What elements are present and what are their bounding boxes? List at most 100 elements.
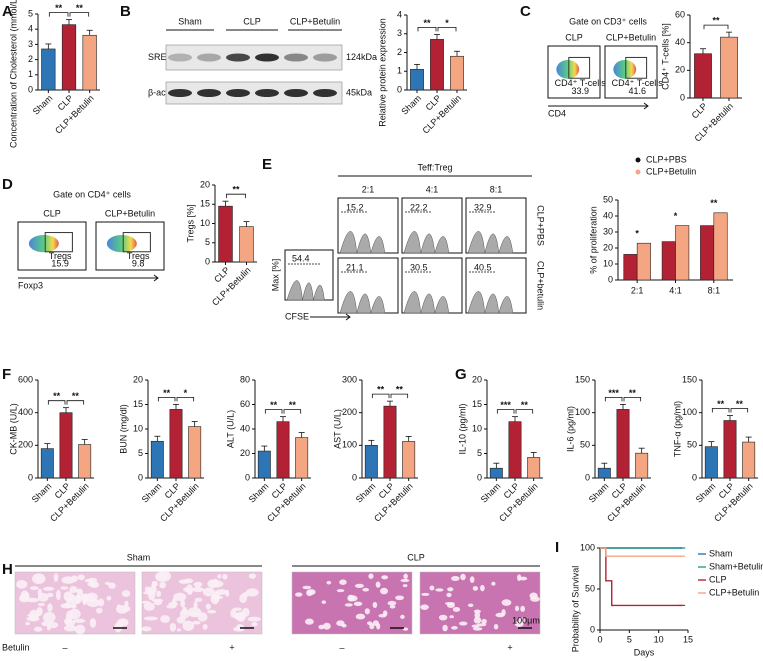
significance-bracket (157, 397, 176, 402)
blot-band (168, 89, 192, 97)
histogram-trace (403, 291, 450, 314)
alveolus (442, 624, 448, 632)
alveolus (400, 614, 405, 619)
legend-label: CLP+PBS (646, 154, 687, 164)
y-axis-label: CD4⁺ T-cells [%] (660, 23, 670, 90)
y-axis-label: BUN (mg/dl) (118, 404, 128, 454)
alveolus (182, 620, 195, 632)
significance-label: ** (76, 3, 84, 13)
bar (364, 445, 378, 479)
alveolus (473, 609, 481, 614)
significance-bracket (283, 409, 302, 414)
alveolus (435, 588, 444, 592)
alveolus (42, 586, 55, 591)
row-label: CLP+betulin (536, 261, 546, 310)
y-axis-label: Tregs [%] (185, 204, 195, 242)
significance-label: ** (710, 198, 718, 208)
blot-membrane (165, 81, 343, 105)
y-tick-label: 400 (18, 407, 33, 417)
significance-bracket (711, 408, 730, 413)
alveolus (25, 621, 31, 626)
significance-bracket (264, 409, 283, 414)
x-tick-label: 5 (627, 634, 632, 644)
gate-percent: 33.9 (571, 86, 589, 96)
significance-label: ** (717, 399, 725, 409)
significance-label: ** (72, 391, 80, 401)
significance-label: * (445, 18, 449, 28)
alveolus (151, 580, 157, 589)
blot-band (197, 89, 221, 97)
y-tick-label: 3 (397, 28, 402, 38)
legend-marker (635, 169, 641, 175)
significance-label: *** (500, 400, 511, 410)
alveolus (155, 571, 167, 582)
blot-row: SREBF2 (148, 52, 183, 62)
significance-label: ** (289, 400, 297, 410)
significance-label: ** (377, 385, 385, 395)
histogram-trace (467, 291, 514, 314)
alveolus (169, 622, 177, 632)
blot-group: Sham (178, 16, 202, 26)
y-tick-label: 0 (608, 274, 613, 284)
alveolus (449, 615, 454, 619)
blot-band (313, 89, 337, 97)
flow-group: CLP+Betulin (606, 32, 656, 42)
histogram-title: Teff:Treg (417, 162, 452, 172)
x-tick-label: Sham (479, 481, 503, 505)
alveolus (215, 589, 228, 595)
alveolus (37, 602, 45, 607)
significance-bracket (437, 26, 457, 32)
alveolus (326, 580, 332, 585)
gate-percent: 30.5 (410, 262, 428, 272)
gate-percent: 40.5 (474, 262, 492, 272)
alveolus (245, 588, 259, 597)
significance-bracket (623, 397, 642, 402)
alveolus (402, 584, 408, 588)
alveolus (520, 605, 526, 612)
blot-row: β-actin (148, 87, 175, 97)
gate-percent: 54.4 (292, 253, 310, 263)
alveolus (72, 618, 86, 623)
significance-bracket (69, 12, 90, 17)
alveolus (53, 573, 59, 582)
significance-label: ** (55, 3, 63, 13)
alveolus (61, 576, 76, 584)
flow-x-label: CD4 (548, 108, 566, 118)
flow-group: CLP (43, 208, 61, 218)
blot-band (255, 89, 279, 97)
gate-percent: 21.1 (346, 262, 364, 272)
significance-label: *** (608, 388, 619, 398)
alveolus (400, 578, 410, 583)
significance-bracket (390, 393, 409, 399)
alveolus (302, 585, 312, 590)
alveolus (471, 624, 480, 628)
alveolus (42, 612, 56, 623)
y-tick-label: 0 (205, 256, 210, 266)
y-tick-label: 5 (28, 8, 33, 18)
alveolus (68, 595, 82, 605)
gate-title: Gate on CD4⁺ cells (53, 189, 131, 199)
alveolus (304, 618, 314, 625)
alveolus (124, 600, 129, 607)
alveolus (84, 578, 93, 583)
bar (704, 446, 718, 479)
alveolus (63, 625, 77, 632)
blot-group: CLP (243, 16, 261, 26)
significance-bracket (730, 408, 749, 413)
significance-label: ** (232, 185, 240, 195)
histogram-trace (339, 291, 386, 314)
y-tick-label: 3 (28, 39, 33, 49)
significance-label: ** (712, 16, 720, 26)
alveolus (97, 598, 105, 607)
gate-label: Tregs (49, 251, 72, 261)
alveolus (29, 609, 39, 621)
alveolus (460, 573, 466, 581)
alveolus (381, 575, 389, 580)
bar (295, 437, 309, 479)
alveolus (86, 592, 98, 602)
alveolus (421, 592, 430, 596)
alveolus (210, 595, 224, 600)
histogram-trace (286, 280, 325, 301)
bar (78, 444, 92, 479)
